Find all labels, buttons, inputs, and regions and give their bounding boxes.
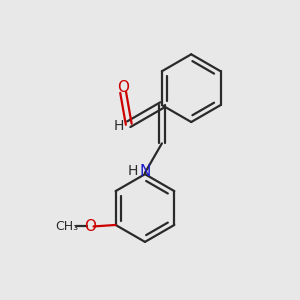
Text: N: N (139, 164, 151, 179)
Text: CH₃: CH₃ (56, 220, 79, 233)
Text: H: H (128, 164, 138, 178)
Text: O: O (117, 80, 129, 94)
Text: H: H (113, 119, 124, 133)
Text: O: O (84, 219, 96, 234)
